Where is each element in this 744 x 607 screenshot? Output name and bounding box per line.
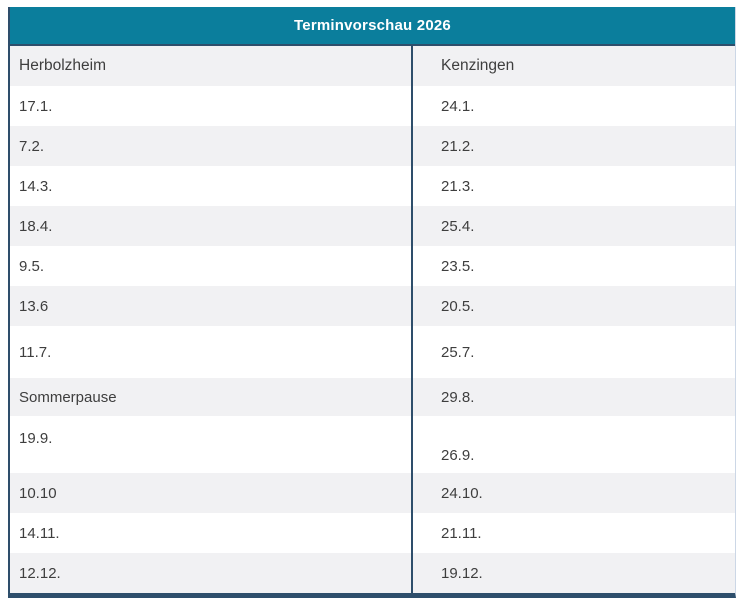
table-row: 18.4. 25.4. (10, 206, 735, 246)
date-text: 7.2. (19, 137, 45, 155)
date-cell: 23.5. (413, 246, 735, 286)
date-cell: 26.9. (413, 416, 735, 473)
date-cell: 14.11. (10, 513, 413, 553)
table-row: Sommerpause 29.8. (10, 378, 735, 416)
date-text: 25.7. (441, 343, 475, 361)
table-title: Terminvorschau 2026 (294, 17, 451, 34)
date-cell: 17.1. (10, 86, 413, 126)
table-row: 19.9. 26.9. (10, 416, 735, 473)
date-cell: 19.12. (413, 553, 735, 593)
date-cell: 11.7. (10, 326, 413, 378)
date-cell: 21.2. (413, 126, 735, 166)
table-row: 7.2. 21.2. (10, 126, 735, 166)
date-cell: Sommerpause (10, 378, 413, 416)
schedule-table: Terminvorschau 2026 Herbolzheim Kenzinge… (8, 7, 736, 598)
date-text: 11.7. (19, 343, 52, 361)
table-row: 14.11. 21.11. (10, 513, 735, 553)
date-cell: 20.5. (413, 286, 735, 326)
date-cell: 21.11. (413, 513, 735, 553)
table-row: 13.6 20.5. (10, 286, 735, 326)
date-text: 18.4. (19, 217, 53, 235)
column-header-label: Kenzingen (441, 57, 515, 74)
date-text: 21.11. (441, 524, 482, 542)
date-text: 12.12. (19, 564, 61, 582)
date-text: 21.3. (441, 177, 475, 195)
date-text: 14.3. (19, 177, 53, 195)
column-header-label: Herbolzheim (19, 57, 107, 74)
column-header-row: Herbolzheim Kenzingen (10, 46, 735, 86)
column-header-herbolzheim: Herbolzheim (10, 46, 413, 86)
date-cell: 25.7. (413, 326, 735, 378)
date-text: 19.12. (441, 564, 483, 582)
date-text: 10.10 (19, 484, 57, 502)
date-text: 14.11. (19, 524, 60, 542)
date-cell: 9.5. (10, 246, 413, 286)
column-header-kenzingen: Kenzingen (413, 46, 735, 86)
date-cell: 13.6 (10, 286, 413, 326)
table-row: 17.1. 24.1. (10, 86, 735, 126)
date-text: 23.5. (441, 257, 475, 275)
table-row: 12.12. 19.12. (10, 553, 735, 593)
date-cell: 14.3. (10, 166, 413, 206)
table-row: 10.10 24.10. (10, 473, 735, 513)
date-text: 13.6 (19, 297, 49, 315)
date-cell: 24.1. (413, 86, 735, 126)
date-cell: 19.9. (10, 416, 413, 473)
date-text: 26.9. (441, 447, 475, 464)
date-cell: 10.10 (10, 473, 413, 513)
date-cell: 21.3. (413, 166, 735, 206)
date-text: 25.4. (441, 217, 475, 235)
date-cell: 12.12. (10, 553, 413, 593)
date-cell: 29.8. (413, 378, 735, 416)
date-text: 9.5. (19, 257, 45, 275)
date-text: 20.5. (441, 297, 475, 315)
table-title-bar: Terminvorschau 2026 (10, 7, 735, 46)
date-cell: 7.2. (10, 126, 413, 166)
date-cell: 18.4. (10, 206, 413, 246)
date-text: 17.1. (19, 97, 53, 115)
table-row: 14.3. 21.3. (10, 166, 735, 206)
table-row: 11.7. 25.7. (10, 326, 735, 378)
table-row: 9.5. 23.5. (10, 246, 735, 286)
date-text: Sommerpause (19, 388, 117, 406)
date-cell: 24.10. (413, 473, 735, 513)
date-text: 29.8. (441, 388, 475, 406)
date-text: 24.10. (441, 484, 483, 502)
date-text: 21.2. (441, 137, 475, 155)
date-cell: 25.4. (413, 206, 735, 246)
date-text: 24.1. (441, 97, 475, 115)
date-text: 19.9. (19, 430, 53, 447)
